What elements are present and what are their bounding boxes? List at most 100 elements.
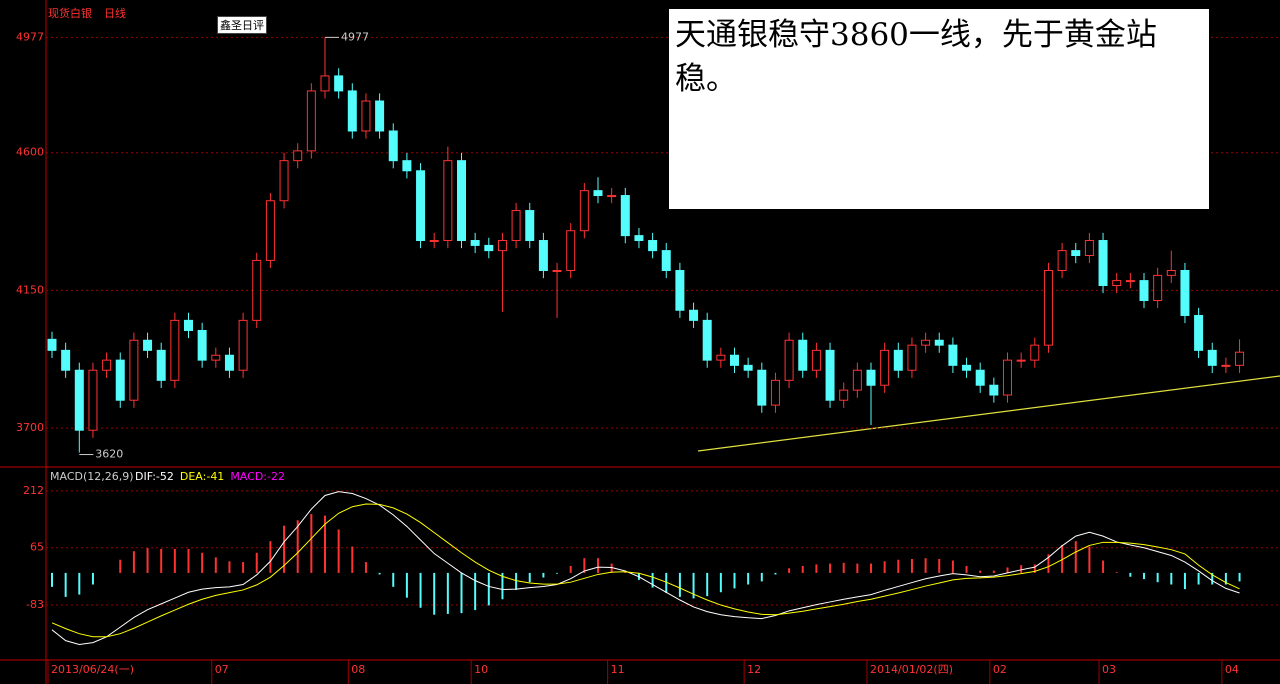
candle-body: [593, 190, 603, 197]
candle-body: [1180, 270, 1190, 316]
candle-body: [484, 244, 494, 252]
candle-body: [852, 369, 862, 391]
candle-body: [989, 384, 999, 396]
x-tick-label: 04: [1225, 663, 1239, 676]
macd-line: [51, 491, 1240, 646]
candle-body: [170, 319, 180, 381]
candle-body: [211, 354, 221, 361]
candle-body: [525, 210, 535, 242]
candle-body: [1071, 250, 1081, 257]
candle-body: [252, 259, 262, 321]
candle-body: [798, 339, 808, 371]
candle-body: [88, 369, 98, 431]
candle-body: [702, 319, 712, 361]
candle-body: [1030, 344, 1040, 361]
candle-body: [102, 359, 112, 371]
candle-body: [607, 195, 617, 198]
candle-body: [784, 339, 794, 381]
candle-body: [61, 349, 71, 371]
candle-body: [1125, 280, 1135, 283]
macd-line: [51, 503, 1240, 638]
candle-body: [675, 270, 685, 311]
candle-body: [265, 200, 275, 261]
candle-body: [538, 240, 548, 272]
candle-body: [948, 344, 958, 366]
candle-body: [579, 190, 589, 232]
trend-line: [697, 375, 1280, 452]
x-tick-label: 02: [993, 663, 1007, 676]
candle-body: [238, 319, 248, 371]
candle-body: [306, 90, 316, 152]
chart-subtitle: 日线: [104, 6, 126, 20]
candle-body: [416, 170, 426, 242]
candle-body: [661, 250, 671, 272]
candle-body: [907, 344, 917, 371]
candle-body: [1139, 280, 1149, 301]
candle-body: [1016, 359, 1026, 362]
candle-body: [375, 100, 385, 132]
candle-body: [893, 349, 903, 371]
candle-body: [566, 230, 576, 272]
legend-value: -22: [267, 470, 285, 483]
legend-value: -41: [206, 470, 224, 483]
candle-body: [975, 369, 985, 386]
high-annotation: 4977: [341, 30, 369, 43]
candle-body: [443, 160, 453, 242]
candle-body: [962, 364, 972, 371]
candle-body: [129, 339, 139, 401]
candle-body: [880, 349, 890, 386]
x-tick-label: 10: [474, 663, 488, 676]
y-tick-label: 4150: [16, 283, 44, 296]
candle-body: [1098, 240, 1108, 286]
candle-body: [1235, 351, 1245, 366]
candle-body: [1221, 364, 1231, 367]
candle-body: [334, 75, 344, 92]
y-tick-label: 4600: [16, 146, 44, 159]
y-tick-label: 212: [23, 484, 44, 497]
candle-body: [279, 160, 289, 202]
candle-body: [388, 130, 398, 162]
candle-body: [689, 309, 699, 321]
candle-body: [511, 210, 521, 242]
candle-body: [620, 195, 630, 237]
candle-body: [811, 349, 821, 371]
candle-body: [1057, 250, 1067, 272]
y-tick-label: 65: [30, 541, 44, 554]
candle-body: [143, 339, 153, 351]
y-tick-label: -83: [26, 598, 44, 611]
y-tick-label: 3700: [16, 421, 44, 434]
candle-body: [115, 359, 125, 401]
legend-name: MACD:: [230, 470, 267, 483]
candle-body: [716, 354, 726, 361]
candle-body: [1153, 274, 1163, 301]
candle-body: [1194, 314, 1204, 351]
candle-body: [1003, 359, 1012, 396]
low-annotation: 3620: [95, 448, 123, 461]
candle-body: [1043, 270, 1053, 346]
candle-body: [470, 240, 480, 246]
legend-value: -52: [156, 470, 174, 483]
candle-body: [839, 389, 849, 401]
y-tick-label: 4977: [16, 30, 44, 43]
candle-body: [497, 240, 507, 252]
candle-body: [184, 319, 193, 331]
candle-body: [921, 339, 931, 346]
chart-title: 现货白银: [48, 6, 92, 20]
candle-body: [757, 369, 767, 406]
candle-body: [934, 339, 944, 346]
candle-body: [224, 354, 234, 371]
x-tick-label: 03: [1102, 663, 1116, 676]
candle-body: [1166, 270, 1176, 276]
x-tick-label: 2013/06/24(一): [51, 663, 134, 676]
candle-body: [156, 349, 166, 381]
candle-body: [825, 349, 835, 401]
x-tick-label: 2014/01/02(四): [870, 663, 953, 676]
x-tick-label: 11: [611, 663, 625, 676]
candle-body: [1084, 240, 1094, 257]
candle-body: [552, 270, 562, 273]
candle-body: [47, 338, 57, 351]
candle-body: [429, 240, 439, 243]
candle-body: [866, 369, 876, 386]
